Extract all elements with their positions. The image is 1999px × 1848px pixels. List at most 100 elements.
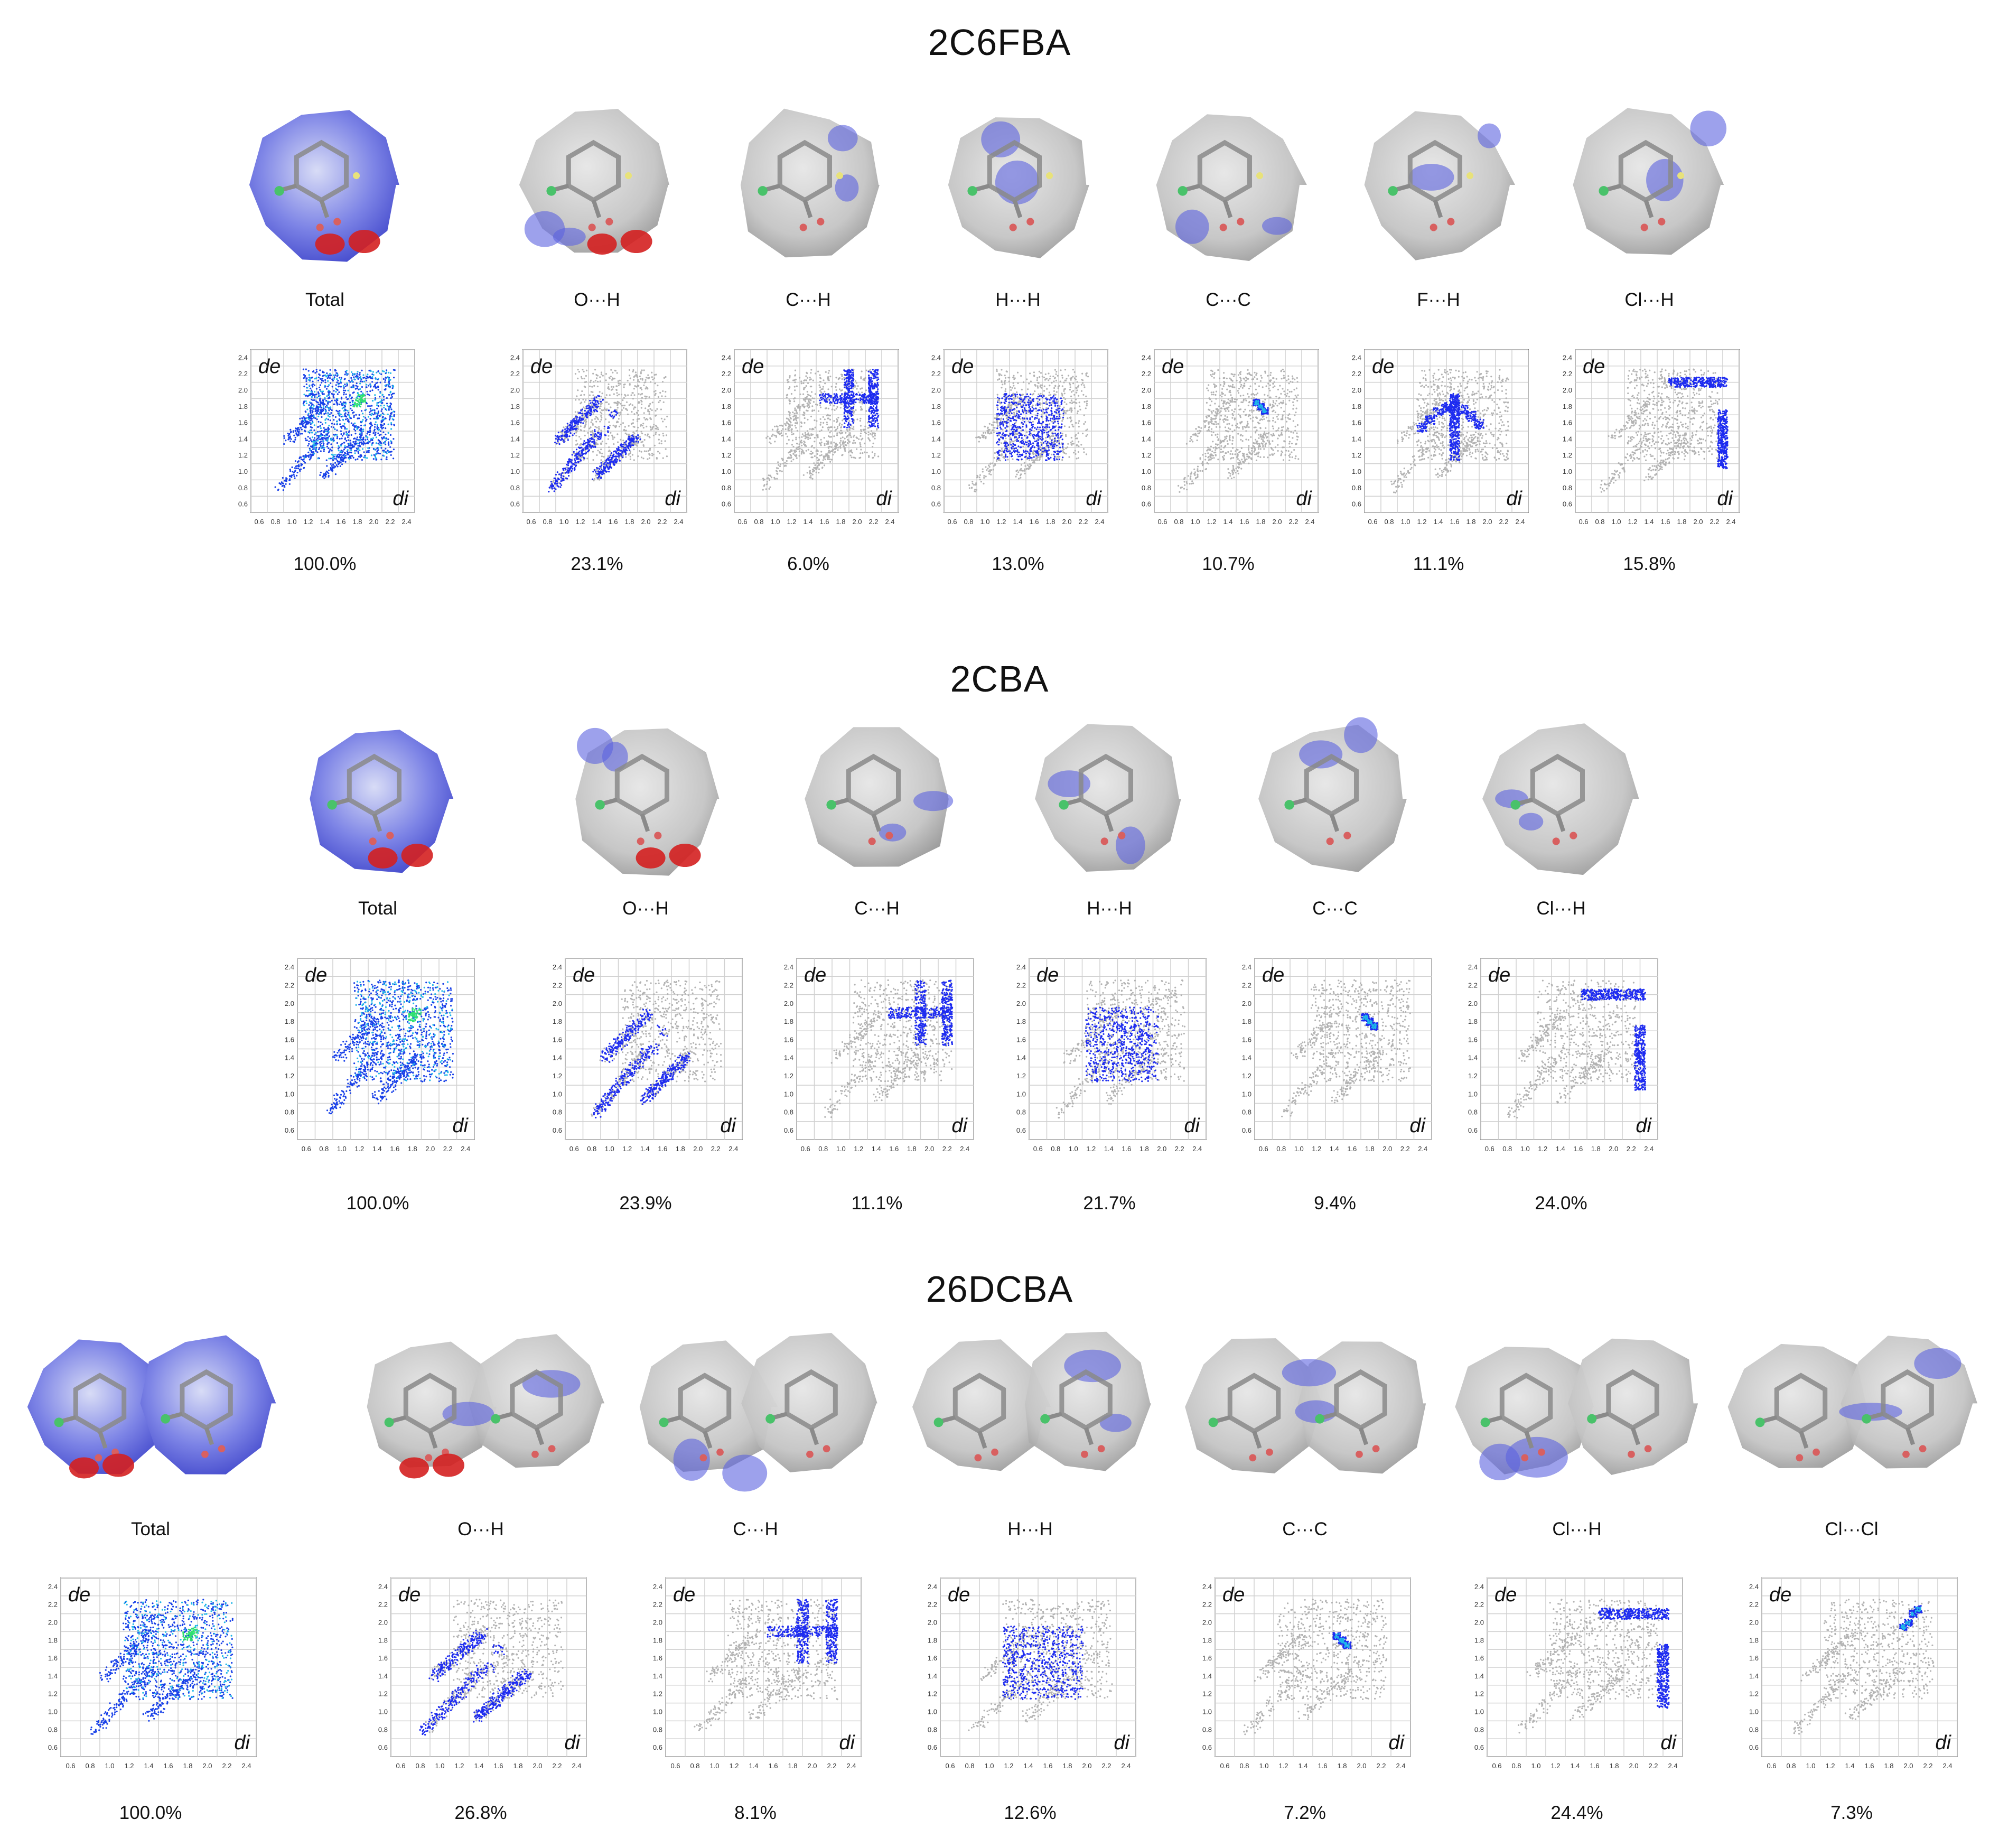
y-tick-label: 1.0	[1202, 1708, 1212, 1716]
y-tick-label: 2.4	[1749, 1583, 1759, 1591]
fingerprint-ylabel: de	[1262, 964, 1284, 986]
surface-panel	[1725, 1320, 1978, 1494]
hirshfeld-surface-CC	[1185, 1338, 1426, 1474]
y-tick-label: 0.6	[1016, 1126, 1025, 1134]
x-tick-label: 0.6	[1157, 518, 1167, 526]
x-tick-label: 1.2	[1417, 518, 1426, 526]
y-tick-label: 2.0	[783, 1000, 793, 1007]
x-tick-label: 2.2	[657, 518, 667, 526]
x-tick-label: 1.6	[1318, 1762, 1327, 1770]
x-tick-label: 0.8	[964, 518, 973, 526]
y-tick-label: 1.0	[1474, 1708, 1484, 1716]
hirshfeld-surface-OH	[575, 727, 720, 876]
x-tick-label: 1.0	[1190, 518, 1200, 526]
x-tick-label: 1.6	[658, 1145, 667, 1153]
y-tick-label: 2.4	[48, 1583, 58, 1591]
hirshfeld-surface-total	[310, 730, 454, 873]
hirshfeld-surface-CH	[740, 108, 880, 258]
contribution-percent: 10.7%	[1133, 554, 1323, 575]
fingerprint-ylabel: de	[573, 964, 595, 986]
x-tick-label: 1.0	[105, 1762, 114, 1770]
y-tick-label: 0.8	[1241, 1108, 1251, 1116]
contribution-percent: 6.0%	[713, 554, 903, 575]
x-tick-label: 2.2	[385, 518, 395, 526]
hirshfeld-surface-total	[249, 110, 399, 262]
fingerprint-plot-HH: 0.6 0.6 0.8 0.8 1.0 1.0 1.2 1.2 1.4 1.4 1.6 1.6 1.8 1…	[1016, 958, 1207, 1153]
surface-panel	[1141, 100, 1315, 269]
x-tick-label: 0.6	[66, 1762, 75, 1770]
y-tick-label: 1.0	[238, 468, 248, 475]
y-tick-label: 0.6	[1749, 1743, 1759, 1751]
y-tick-label: 1.2	[552, 1072, 562, 1080]
y-tick-label: 1.4	[1241, 1054, 1251, 1062]
hirshfeld-surface-ClH	[1455, 1338, 1698, 1480]
contact-type-label: H···H	[1022, 898, 1197, 919]
y-tick-label: 1.8	[1352, 403, 1361, 410]
fingerprint-box: 0.6 0.6 0.8 0.8 1.0 1.0 1.2 1.2 1.4 1.4 1.6 1.6 1.8 1…	[1741, 1572, 1963, 1778]
y-tick-label: 2.2	[1352, 370, 1361, 378]
x-tick-label: 1.4	[1644, 518, 1654, 526]
y-tick-label: 1.2	[238, 451, 248, 459]
y-tick-label: 1.8	[722, 403, 731, 410]
y-tick-label: 1.2	[1352, 451, 1361, 459]
x-tick-label: 2.4	[1121, 1762, 1131, 1770]
surface-panel	[1450, 1320, 1704, 1494]
x-tick-label: 2.4	[572, 1762, 581, 1770]
y-tick-label: 2.2	[722, 370, 731, 378]
x-tick-label: 2.0	[852, 518, 862, 526]
x-tick-label: 1.4	[749, 1762, 758, 1770]
y-tick-label: 2.4	[1563, 353, 1572, 361]
y-tick-label: 2.4	[1016, 963, 1025, 971]
y-tick-label: 0.8	[1016, 1108, 1025, 1116]
y-tick-label: 1.6	[238, 419, 248, 427]
y-tick-label: 1.6	[1241, 1035, 1251, 1043]
y-tick-label: 1.4	[48, 1672, 58, 1680]
fingerprint-box: 0.6 0.6 0.8 0.8 1.0 1.0 1.2 1.2 1.4 1.4 1.6 1.6 1.8 1…	[502, 343, 692, 534]
fingerprint-plot-ClH: 0.6 0.6 0.8 0.8 1.0 1.0 1.2 1.2 1.4 1.4 1.6 1.6 1.8 1…	[1468, 958, 1658, 1153]
y-tick-label: 2.0	[238, 386, 248, 394]
x-tick-label: 1.6	[889, 1145, 899, 1153]
x-tick-label: 1.2	[996, 518, 1006, 526]
x-tick-label: 1.4	[1298, 1762, 1307, 1770]
y-tick-label: 1.4	[1563, 435, 1572, 443]
fingerprint-xlabel: di	[665, 488, 681, 510]
x-tick-label: 2.2	[942, 1145, 951, 1153]
fingerprint-plot-total: 0.6 0.6 0.8 0.8 1.0 1.0 1.2 1.2 1.4 1.4 1.6 1.6 1.8 1…	[284, 958, 475, 1153]
y-tick-label: 1.0	[783, 1090, 793, 1098]
y-tick-label: 0.8	[1749, 1725, 1759, 1733]
y-tick-label: 1.8	[1202, 1636, 1212, 1644]
contribution-percent: 23.1%	[502, 554, 692, 575]
y-tick-label: 0.8	[378, 1725, 388, 1733]
y-tick-label: 0.8	[48, 1725, 58, 1733]
x-tick-label: 1.6	[390, 1145, 399, 1153]
y-tick-label: 2.2	[783, 981, 793, 989]
hirshfeld-surface-OH	[519, 109, 669, 255]
section-title: 2C6FBA	[0, 21, 1999, 63]
x-tick-label: 1.4	[1023, 1762, 1033, 1770]
fingerprint-xlabel: di	[720, 1115, 736, 1137]
x-tick-label: 1.4	[1104, 1145, 1113, 1153]
x-tick-label: 1.6	[1864, 1762, 1874, 1770]
y-tick-label: 0.8	[1352, 484, 1361, 492]
x-tick-label: 2.2	[711, 1145, 720, 1153]
contact-type-label: O···H	[510, 290, 684, 311]
contact-type-label: Cl···H	[1474, 898, 1648, 919]
y-tick-label: 2.4	[1142, 353, 1151, 361]
y-tick-label: 0.8	[1142, 484, 1151, 492]
x-tick-label: 1.0	[604, 1145, 614, 1153]
y-tick-label: 1.0	[1749, 1708, 1759, 1716]
x-tick-label: 0.6	[1578, 518, 1588, 526]
x-tick-label: 1.2	[1278, 1762, 1288, 1770]
y-tick-label: 2.2	[1563, 370, 1572, 378]
y-tick-label: 0.6	[722, 500, 731, 508]
x-tick-label: 2.4	[674, 518, 683, 526]
y-tick-label: 2.0	[1142, 386, 1151, 394]
fingerprint-plot-OH: 0.6 0.6 0.8 0.8 1.0 1.0 1.2 1.2 1.4 1.4 1.6 1.6 1.8 1…	[510, 349, 687, 526]
x-tick-label: 1.2	[1550, 1762, 1560, 1770]
y-tick-label: 2.4	[1468, 963, 1477, 971]
x-tick-label: 2.0	[807, 1762, 817, 1770]
x-tick-label: 2.4	[1942, 1762, 1952, 1770]
y-tick-label: 2.2	[928, 1601, 937, 1609]
y-tick-label: 1.8	[1468, 1018, 1477, 1025]
x-tick-label: 2.0	[369, 518, 378, 526]
